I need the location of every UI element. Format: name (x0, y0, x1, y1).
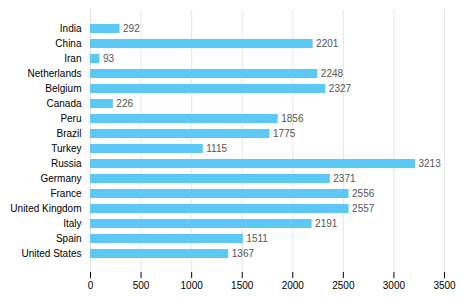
svg-text:0: 0 (88, 280, 94, 291)
svg-text:500: 500 (133, 280, 150, 291)
svg-text:Iran: Iran (64, 53, 81, 64)
svg-text:1500: 1500 (231, 280, 254, 291)
svg-text:2557: 2557 (352, 203, 375, 214)
svg-text:2327: 2327 (329, 83, 352, 94)
svg-text:Belgium: Belgium (45, 83, 81, 94)
svg-text:3213: 3213 (418, 158, 441, 169)
svg-text:Germany: Germany (40, 173, 81, 184)
svg-text:1115: 1115 (206, 143, 227, 154)
svg-text:Netherlands: Netherlands (28, 68, 82, 79)
svg-text:1367: 1367 (232, 248, 255, 259)
svg-text:3000: 3000 (383, 280, 406, 291)
svg-text:2371: 2371 (333, 173, 356, 184)
svg-text:United States: United States (21, 248, 81, 259)
svg-text:Spain: Spain (56, 233, 82, 244)
svg-text:Turkey: Turkey (51, 143, 81, 154)
svg-text:2000: 2000 (282, 280, 305, 291)
svg-text:2201: 2201 (316, 38, 339, 49)
svg-text:1775: 1775 (273, 128, 296, 139)
svg-text:India: India (60, 23, 82, 34)
svg-text:Russia: Russia (51, 158, 82, 169)
svg-text:Canada: Canada (46, 98, 81, 109)
svg-text:United Kingdom: United Kingdom (10, 203, 81, 214)
svg-text:226: 226 (116, 98, 133, 109)
svg-text:France: France (50, 188, 82, 199)
svg-text:2500: 2500 (332, 280, 355, 291)
svg-text:1000: 1000 (181, 280, 204, 291)
svg-text:292: 292 (123, 23, 140, 34)
svg-text:2556: 2556 (352, 188, 375, 199)
svg-text:93: 93 (103, 53, 115, 64)
svg-text:Peru: Peru (60, 113, 81, 124)
svg-text:2191: 2191 (315, 218, 338, 229)
svg-text:3500: 3500 (433, 280, 456, 291)
svg-text:Brazil: Brazil (56, 128, 81, 139)
svg-text:China: China (55, 38, 82, 49)
svg-text:1856: 1856 (281, 113, 304, 124)
svg-text:1511: 1511 (246, 233, 268, 244)
svg-text:Italy: Italy (63, 218, 81, 229)
svg-text:2248: 2248 (321, 68, 344, 79)
